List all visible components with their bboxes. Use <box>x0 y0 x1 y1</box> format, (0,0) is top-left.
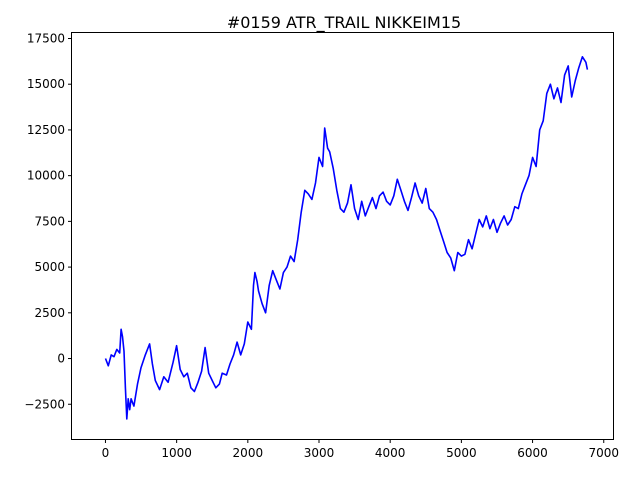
x-tick-label: 3000 <box>304 446 335 460</box>
y-tick-label: 12500 <box>27 123 65 137</box>
series-line-0 <box>104 55 589 420</box>
x-tick-label: 7000 <box>588 446 619 460</box>
x-tick-label: 2000 <box>233 446 264 460</box>
x-axis-ticks: 0 1000 2000 3000 4000 5000 6000 7000 <box>102 439 619 460</box>
y-tick-label: 5000 <box>34 260 65 274</box>
y-tick-label: 10000 <box>27 169 65 183</box>
x-tick-label: 1000 <box>161 446 192 460</box>
y-tick-label: 7500 <box>34 214 65 228</box>
x-tick-label: 6000 <box>517 446 548 460</box>
y-tick-label: −2500 <box>24 397 65 411</box>
x-tick-label: 0 <box>102 446 110 460</box>
x-tick-label: 5000 <box>446 446 477 460</box>
y-tick-label: 17500 <box>27 31 65 45</box>
y-tick-label: 0 <box>57 352 65 366</box>
plot-series <box>104 55 589 420</box>
y-tick-label: 2500 <box>34 306 65 320</box>
plot-frame <box>71 32 614 440</box>
x-tick-label: 4000 <box>375 446 406 460</box>
y-axis-ticks: −2500 0 2500 5000 7500 10000 12500 15000 17500 <box>24 31 72 411</box>
y-tick-label: 15000 <box>27 77 65 91</box>
chart-title: #0159 ATR_TRAIL NIKKEIM15 <box>227 13 461 33</box>
